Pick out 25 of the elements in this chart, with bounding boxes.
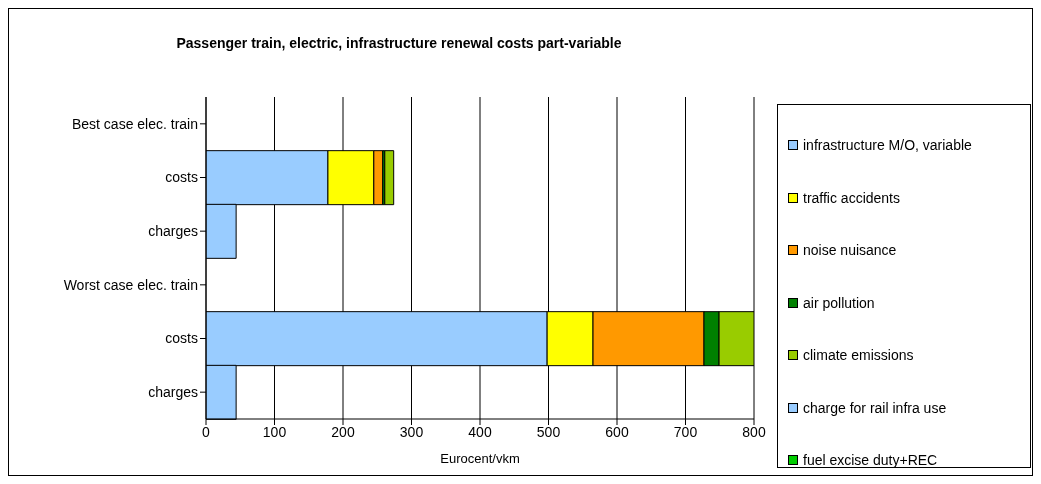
legend-label: infrastructure M/O, variable — [803, 137, 972, 154]
x-tick-label: 700 — [673, 423, 698, 440]
legend-label: climate emissions — [803, 347, 914, 364]
y-tick-label: Worst case elec. train — [63, 276, 198, 293]
x-tick-label: 100 — [262, 423, 287, 440]
y-tick-label: costs — [165, 169, 198, 186]
y-tick-label: costs — [165, 330, 198, 347]
legend-label: noise nuisance — [803, 242, 897, 259]
x-tick-label: 800 — [742, 423, 766, 440]
legend-label: traffic accidents — [803, 189, 901, 206]
y-tick-label: charges — [148, 384, 198, 401]
x-tick-label: 500 — [536, 423, 561, 440]
legend-label: charge for rail infra use — [803, 399, 947, 416]
x-tick-label: 200 — [331, 423, 355, 440]
legend-label: fuel excise duty+REC — [803, 452, 938, 469]
x-tick-label: 600 — [605, 423, 629, 440]
x-tick-label: 300 — [399, 423, 424, 440]
y-tick-label: charges — [148, 223, 198, 240]
x-tick-label: 400 — [468, 423, 492, 440]
x-axis-title: Eurocent/vkm — [440, 451, 520, 466]
chart-title: Passenger train, electric, infrastructure renewal costs part-variable — [175, 35, 623, 51]
legend-label: air pollution — [803, 294, 875, 311]
bar — [384, 150, 395, 206]
x-tick-label: 0 — [202, 423, 211, 440]
y-tick-label: Best case elec. train — [71, 115, 198, 132]
